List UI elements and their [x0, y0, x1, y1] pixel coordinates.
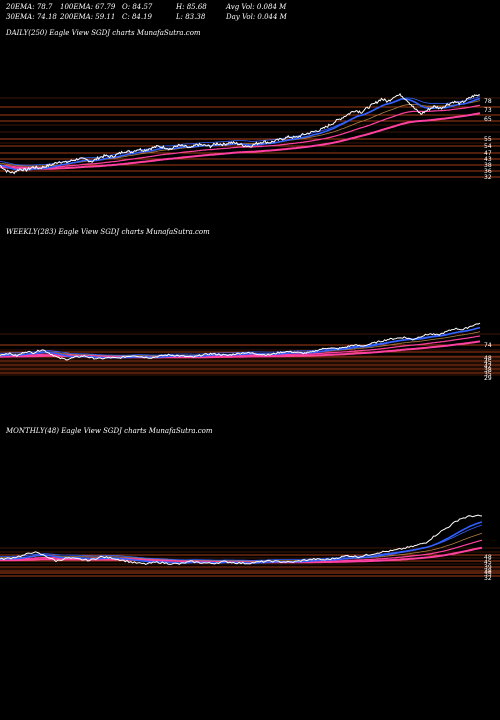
- tick-label: 43: [484, 156, 492, 163]
- tick-label: 48: [484, 554, 492, 561]
- open-readout: O: 84.57: [122, 3, 153, 11]
- day-vol-readout: Day Vol: 0.044 M: [226, 13, 287, 21]
- weekly-chart-title: WEEKLY(283) Eagle View SGDJ charts Munaf…: [6, 228, 210, 236]
- ema100-line: [0, 104, 481, 169]
- ema100-line: [0, 335, 481, 358]
- ema200-readout: 200EMA: 59.11: [60, 13, 116, 21]
- avg-vol-readout: Avg Vol: 0.084 M: [226, 3, 287, 11]
- price-line: [0, 322, 481, 361]
- tick-label: 35: [484, 571, 492, 578]
- tick-label: 54: [484, 143, 492, 150]
- tick-label: 47: [484, 150, 492, 157]
- tick-label: 65: [484, 116, 492, 123]
- tick-label: 39: [484, 564, 492, 571]
- price-line: [0, 514, 483, 565]
- high-readout: H: 85.68: [176, 3, 207, 11]
- low-readout: L: 83.38: [176, 13, 206, 21]
- ema200-line: [0, 112, 481, 170]
- tick-label: 55: [484, 136, 492, 143]
- tick-label: 32: [484, 575, 492, 582]
- tick-label: 74: [484, 342, 492, 349]
- ema20-line: [0, 521, 483, 564]
- tick-label: 38: [484, 568, 492, 575]
- ema20-readout: 20EMA: 78.7: [6, 3, 53, 11]
- ema50-line: [0, 532, 483, 562]
- ema30-line: [0, 327, 481, 356]
- daily-chart-title: DAILY(250) Eagle View SGDJ charts Munafa…: [6, 29, 201, 37]
- tick-label: 48: [484, 355, 492, 362]
- tick-label: 32: [484, 174, 492, 181]
- tick-label: 35: [484, 371, 492, 378]
- tick-label: 45: [484, 559, 492, 566]
- tick-label: 42: [484, 363, 492, 370]
- price-line: [0, 92, 481, 175]
- tick-label: 38: [484, 162, 492, 169]
- ema50-line: [0, 100, 481, 167]
- tick-label: 45: [484, 359, 492, 366]
- close-readout: C: 84.19: [122, 13, 152, 21]
- tick-label: 78: [484, 98, 492, 105]
- ema100-readout: 100EMA: 67.79: [60, 3, 116, 11]
- ema30-readout: 30EMA: 74.18: [6, 13, 57, 21]
- tick-label: 36: [484, 168, 492, 175]
- tick-label: 38: [484, 367, 492, 374]
- monthly-chart-title: MONTHLY(48) Eagle View SGDJ charts Munaf…: [6, 427, 213, 435]
- tick-label: 29: [484, 375, 492, 382]
- tick-label: 73: [484, 107, 492, 114]
- ema20-line: [0, 97, 481, 171]
